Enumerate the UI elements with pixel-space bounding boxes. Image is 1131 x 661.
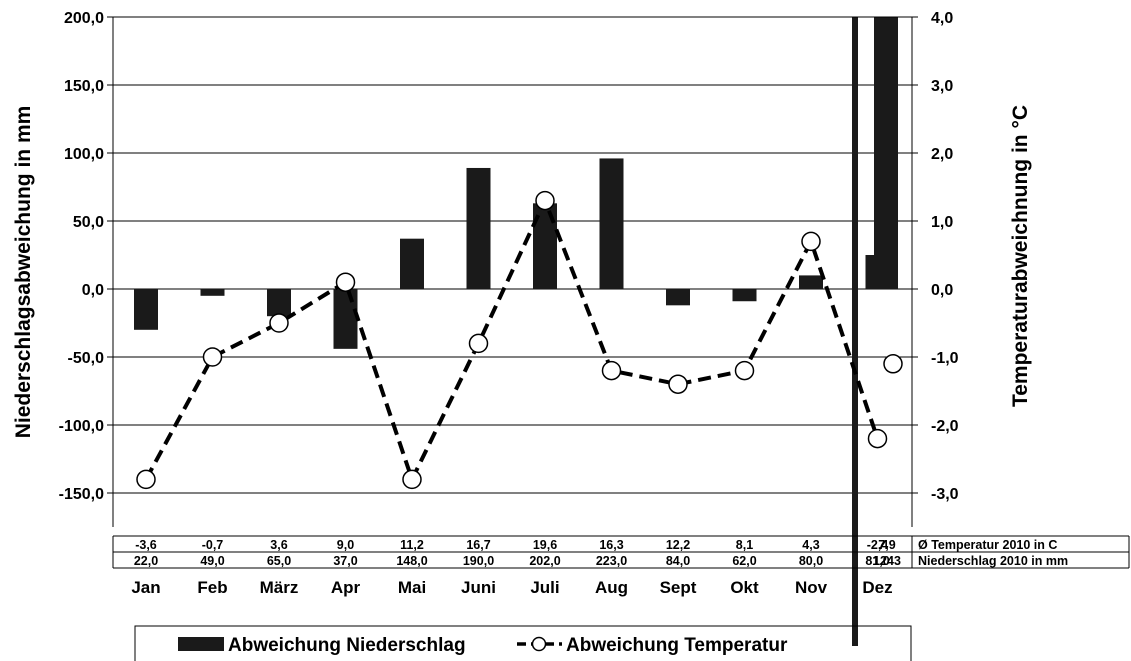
right-tick-label: 1,0 [931,214,953,231]
precip-bar [466,167,491,289]
table-precip-cell: 223,0 [596,554,627,568]
table-precip-cell: 81,0 [865,554,889,568]
temperature-line [136,190,903,490]
y-axis-left-title: Niederschlagsabweichung in mm [12,106,35,439]
right-tick-label: 0,0 [931,282,953,299]
precipitation-bars [134,17,898,646]
right-tick-label: 2,0 [931,146,953,163]
precip-bar [200,289,225,296]
table-temp-cell: -2,4 [867,538,889,552]
right-tick-label: 3,0 [931,78,953,95]
month-label: Sept [660,578,697,597]
month-label: Nov [795,578,828,597]
precip-bar [599,158,624,289]
left-tick-label: -150,0 [59,486,104,503]
right-tick-label: -2,0 [931,418,959,435]
temperature-marker [734,360,755,381]
month-label: Juli [530,578,559,597]
temperature-marker [535,190,555,211]
table-temp-cell: 19,6 [533,538,557,552]
table-precip-cell: 62,0 [732,554,756,568]
table-temp-cell: 11,2 [400,538,424,552]
plot-frame [112,16,913,527]
precip-bar [799,275,823,289]
legend-frame [134,625,912,661]
precip-bar [134,289,158,330]
temperature-marker [668,374,688,394]
month-label: Aug [595,578,628,597]
temperature-marker [335,272,356,292]
data-table: -3,6 -0,7 3,6 9,0 11,2 16,7 19,6 16,3 12,2 8,1 4,3… [112,535,1130,569]
legend-label-temperature: Abweichung Temperatur [566,635,788,656]
precip-bar [333,289,358,349]
table-precip-cell: 80,0 [799,554,823,568]
y-axis-right-title: Temperaturabweichnung in °C [1009,105,1032,407]
month-label: Apr [331,578,361,597]
table-precip-cell: 65,0 [267,554,291,568]
month-label: Jan [131,578,160,597]
precip-bar [267,289,291,317]
temperature-marker [867,428,888,449]
table-precip-cell: 37,0 [333,554,357,568]
table-precip-annual: 1243 [873,554,901,568]
left-axis-ticks: 200,0 150,0 100,0 50,0 0,0 -50,0 -100,0 -150,0 [59,10,104,503]
month-label: März [260,578,299,597]
precip-bar-annual [874,17,898,289]
left-tick-label: -50,0 [68,350,105,367]
gridlines [107,16,918,494]
table-temp-cell: 4,3 [802,538,819,552]
table-precip-cell: 190,0 [463,554,494,568]
temperature-marker [601,360,622,381]
legend-marker-swatch [531,636,547,652]
table-precip-cell: 49,0 [200,554,224,568]
left-tick-label: 100,0 [64,146,104,163]
right-axis-ticks: 4,0 3,0 2,0 1,0 0,0 -1,0 -2,0 -3,0 [931,10,959,503]
temperature-marker [468,333,489,354]
table-temp-annual: 7,9 [878,538,895,552]
table-precip-cell: 148,0 [396,554,427,568]
legend: Abweichung Niederschlag Abweichung Tempe… [134,625,912,661]
table-temp-cell: -3,6 [135,538,157,552]
right-tick-label: 4,0 [931,10,953,27]
table-precip-cell: 202,0 [529,554,560,568]
left-tick-label: 200,0 [64,10,104,27]
temperature-marker [402,469,422,490]
annual-separator [852,17,858,646]
legend-label-precipitation: Abweichung Niederschlag [228,635,466,656]
left-tick-label: 150,0 [64,78,104,95]
legend-bar-swatch [178,637,224,651]
table-temp-cell: 16,3 [599,538,623,552]
right-tick-label: -3,0 [931,486,959,503]
table-precip-cell: 84,0 [666,554,690,568]
month-label: Feb [197,578,227,597]
precip-bar [666,289,690,306]
month-label: Dez [862,578,892,597]
precip-bar [732,289,757,302]
table-temp-cell: 3,6 [270,538,287,552]
temperature-marker [136,469,156,490]
month-label: Mai [398,578,426,597]
table-temp-cell: -0,7 [202,538,224,552]
table-temp-cell: 16,7 [466,538,490,552]
table-temp-cell: 12,2 [666,538,690,552]
table-temp-row-label: Ø Temperatur 2010 in C [918,538,1057,552]
right-tick-label: -1,0 [931,350,959,367]
temperature-marker [269,313,289,333]
table-temp-cell: 8,1 [736,538,753,552]
month-label: Juni [461,578,496,597]
left-tick-label: 50,0 [73,214,104,231]
month-labels: Jan Feb März Apr Mai Juni Juli Aug Sept Okt Nov Dez [131,578,892,597]
month-label: Okt [730,578,759,597]
temperature-marker-annual [883,354,903,374]
left-tick-label: 0,0 [82,282,104,299]
table-precip-cell: 22,0 [134,554,158,568]
temperature-series-line [144,198,880,482]
table-temp-cell: 9,0 [337,538,354,552]
temperature-marker [202,347,223,367]
precip-bar [400,238,424,289]
table-precip-row-label: Niederschlag 2010 in mm [918,554,1068,568]
left-tick-label: -100,0 [59,418,104,435]
temperature-marker [801,231,821,252]
